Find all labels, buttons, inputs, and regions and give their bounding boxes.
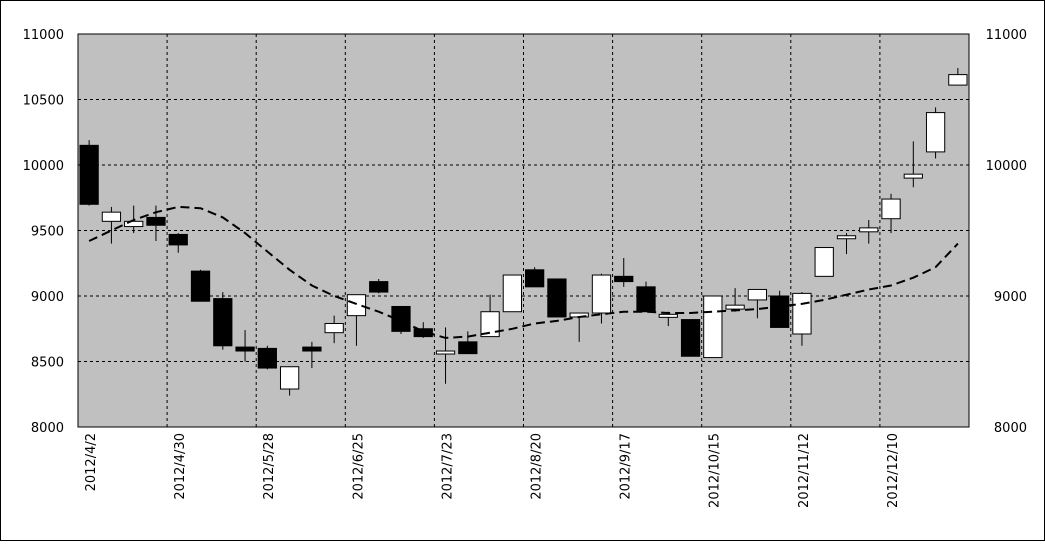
candle-body-up: [925, 112, 946, 153]
y-tick-label-left: 11000: [23, 28, 64, 43]
x-tick-label: 2012/12/10: [886, 433, 901, 508]
candle-body-up: [279, 366, 300, 390]
candle-body-up: [747, 288, 768, 301]
candle-body-up: [502, 274, 522, 313]
candle-body-up: [725, 304, 745, 310]
candle-body-up: [658, 313, 678, 318]
x-tick-label: 2012/10/15: [708, 433, 723, 508]
candle-body-down: [257, 347, 277, 369]
candle-body-up: [703, 295, 723, 359]
y-tick-label-left: 8500: [31, 356, 64, 371]
candle-body-down: [235, 346, 255, 352]
candle-body-down: [391, 305, 411, 332]
candle-body-up: [435, 350, 456, 355]
candle-body-up: [881, 198, 901, 220]
x-tick-label: 2012/5/28: [262, 433, 277, 500]
y-tick-label-left: 9000: [31, 290, 64, 305]
candle-body-down: [369, 281, 389, 293]
y-tick-label-right: 9000: [994, 290, 1027, 305]
y-tick-label-left: 10000: [23, 159, 64, 174]
candle-body-up: [101, 211, 122, 222]
x-tick-label: 2012/4/30: [173, 433, 188, 500]
candle-body-up: [324, 323, 344, 334]
y-tick-label-left: 10500: [23, 94, 64, 109]
x-tick-label: 2012/7/23: [440, 433, 455, 500]
candle-body-down: [770, 295, 790, 328]
candle-body-down: [190, 270, 211, 302]
y-tick-label-right: 10000: [986, 159, 1027, 174]
plot-border: [77, 33, 970, 428]
candle-body-down: [168, 233, 188, 246]
y-tick-label-right: 8000: [994, 421, 1027, 436]
candle-body-up: [792, 292, 812, 335]
candles: [79, 68, 968, 396]
candle-body-down: [413, 328, 433, 338]
x-tick-label: 2012/11/12: [797, 433, 812, 508]
candle-body-up: [836, 235, 857, 240]
x-tick-label: 2012/9/17: [619, 433, 634, 500]
y-tick-label-right: 11000: [986, 28, 1027, 43]
candle-body-up: [591, 274, 612, 314]
candle-body-down: [680, 319, 701, 357]
x-tick-label: 2012/8/20: [530, 433, 545, 500]
candle-body-down: [636, 286, 656, 313]
x-axis: 2012/4/2 2012/4/30 2012/5/28 2012/6/25 2012/…: [84, 433, 901, 508]
x-tick-label: 2012/4/2: [84, 433, 99, 491]
y-tick-label-left: 9500: [31, 225, 64, 240]
candle-body-down: [302, 346, 322, 352]
candle-body-down: [614, 275, 634, 283]
moving-average-line: [88, 205, 959, 339]
candle-body-down: [146, 216, 166, 226]
candle-body-up: [346, 294, 367, 317]
candle-body-up: [903, 173, 923, 179]
candle-body-up: [859, 227, 879, 233]
y-axis-right: 8000 9000 10000 11000: [986, 28, 1027, 436]
candle-body-down: [458, 341, 478, 355]
candle-body-up: [948, 74, 968, 86]
grid: [78, 34, 969, 427]
candle-body-up: [124, 220, 144, 228]
candle-body-up: [480, 311, 500, 338]
x-tick-label: 2012/6/25: [351, 433, 366, 500]
candle-body-down: [213, 298, 233, 347]
candle-body-down: [547, 278, 567, 318]
candle-body-up: [814, 247, 834, 277]
y-tick-label-left: 8000: [31, 421, 64, 436]
candle-body-down: [525, 269, 545, 288]
candle-body-down: [79, 144, 99, 205]
y-axis-left: 8000 8500 9000 9500 10000 10500 11000: [23, 28, 64, 436]
